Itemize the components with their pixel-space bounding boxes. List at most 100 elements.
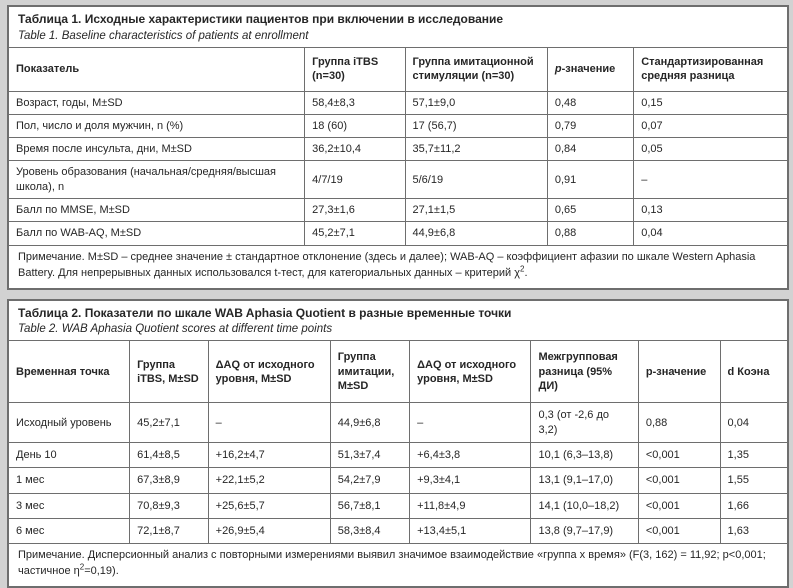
table-row: Возраст, годы, M±SD 58,4±8,3 57,1±9,0 0,… — [9, 90, 787, 115]
note-text: =0,19). — [84, 565, 119, 578]
table-cell: 0,04 — [719, 402, 787, 443]
table-cell: +25,6±5,7 — [207, 492, 331, 519]
table1-header-row: Показатель Группа iTBS (n=30) Группа ими… — [9, 47, 787, 92]
table-row: День 10 61,4±8,5 +16,2±4,7 51,3±7,4 +6,4… — [9, 441, 787, 469]
table1: Показатель Группа iTBS (n=30) Группа ими… — [9, 47, 787, 245]
table-cell: 70,8±9,3 — [129, 492, 209, 519]
column-header-delta-sham: ΔAQ от исходного уровня, M±SD — [409, 341, 532, 404]
table-cell: День 10 — [9, 441, 131, 469]
column-header-indicator: Показатель — [9, 47, 306, 92]
table-row: Балл по MMSE, M±SD 27,3±1,6 27,1±1,5 0,6… — [9, 198, 787, 223]
table-cell: 13,1 (9,1–17,0) — [530, 467, 639, 494]
table-cell: 54,2±7,9 — [329, 467, 411, 494]
table-row: Балл по WAB-AQ, M±SD 45,2±7,1 44,9±6,8 0… — [9, 221, 787, 245]
table-cell: 0,15 — [633, 90, 787, 115]
table-cell: 18 (60) — [304, 113, 406, 139]
table-cell: 1,35 — [719, 441, 787, 469]
table-cell: 0,04 — [633, 221, 787, 245]
p-rest: -значение — [561, 63, 616, 76]
table-cell: +22,1±5,2 — [207, 467, 331, 494]
table-cell: Пол, число и доля мужчин, n (%) — [9, 113, 306, 139]
note-text: Примечание. M±SD – среднее значение ± ст… — [18, 250, 756, 279]
table-cell: Время после инсульта, дни, M±SD — [9, 137, 306, 162]
table-row: Пол, число и доля мужчин, n (%) 18 (60) … — [9, 113, 787, 139]
table-cell: 67,3±8,9 — [129, 467, 209, 494]
table-cell: +16,2±4,7 — [207, 441, 331, 469]
table-cell: 5/6/19 — [404, 160, 548, 200]
table-cell: 27,1±1,5 — [404, 198, 548, 223]
note-text: . — [524, 266, 528, 279]
table-cell: Балл по WAB-AQ, M±SD — [9, 221, 306, 245]
p-italic: p — [554, 63, 562, 76]
table-cell: 4/7/19 — [304, 160, 406, 200]
table-row: 1 мес 67,3±8,9 +22,1±5,2 54,2±7,9 +9,3±4… — [9, 467, 787, 494]
table-cell: +11,8±4,9 — [409, 492, 532, 519]
table-cell: Исходный уровень — [9, 402, 131, 443]
table-cell: 36,2±10,4 — [304, 137, 406, 162]
table-cell: 0,84 — [546, 137, 635, 162]
table-cell: 44,9±6,8 — [329, 402, 411, 443]
table-cell: 44,9±6,8 — [404, 221, 548, 245]
column-header-between-group-diff: Межгрупповая разница (95% ДИ) — [530, 341, 639, 404]
table1-note: Примечание. M±SD – среднее значение ± ст… — [9, 244, 787, 288]
table-cell: 27,3±1,6 — [304, 198, 406, 223]
table-cell: <0,001 — [637, 441, 721, 469]
table-cell: <0,001 — [637, 467, 721, 494]
column-header-p-value: p-значение — [637, 341, 721, 404]
table-cell: 0,3 (от -2,6 до 3,2) — [530, 402, 639, 443]
column-header-itbs-group: Группа iTBS, M±SD — [129, 341, 209, 404]
table-cell: 14,1 (10,0–18,2) — [530, 492, 639, 519]
table-cell: 0,88 — [637, 402, 721, 443]
column-header-sham-group: Группа имитации, M±SD — [329, 341, 411, 404]
note-superscript: 2 — [520, 263, 525, 273]
column-header-smd: Стандартизированная средняя разница — [633, 47, 787, 92]
column-header-cohens-d: d Коэна — [719, 341, 787, 404]
table-cell: 56,7±8,1 — [329, 492, 411, 519]
table-cell: 3 мес — [9, 492, 131, 519]
column-header-sham-group: Группа имитационной стимуляции (n=30) — [404, 47, 548, 92]
table-cell: 17 (56,7) — [404, 113, 548, 139]
table-cell: 45,2±7,1 — [304, 221, 406, 245]
note-text: Примечание. Дисперсионный анализ с повто… — [18, 549, 766, 578]
table-cell: – — [633, 160, 787, 200]
table-cell: 10,1 (6,3–13,8) — [530, 441, 639, 469]
table-cell: Возраст, годы, M±SD — [9, 90, 306, 115]
table1-title-ru: Таблица 1. Исходные характеристики пацие… — [18, 12, 504, 26]
table-cell: 45,2±7,1 — [129, 402, 209, 443]
table-cell: Уровень образования (начальная/средняя/в… — [9, 160, 306, 200]
table-cell: 0,88 — [546, 221, 635, 245]
table1-caption: Таблица 1. Исходные характеристики пацие… — [9, 7, 787, 48]
table-cell: 1 мес — [9, 467, 131, 494]
table2-note: Примечание. Дисперсионный анализ с повто… — [9, 543, 787, 586]
table-cell: 0,79 — [546, 113, 635, 139]
table2-title-en: Table 2. WAB Aphasia Quotient scores at … — [18, 323, 333, 336]
table1-card: Таблица 1. Исходные характеристики пацие… — [7, 5, 789, 290]
table2-title-ru: Таблица 2. Показатели по шкале WAB Aphas… — [18, 305, 512, 320]
table-cell: Балл по MMSE, M±SD — [9, 198, 306, 223]
table-cell: +6,4±3,8 — [409, 441, 532, 469]
table-cell: 58,4±8,3 — [304, 90, 406, 115]
table-cell: 0,65 — [546, 198, 635, 223]
table-cell: 0,91 — [546, 160, 635, 200]
table-cell: 1,55 — [719, 467, 787, 494]
table1-title-en: Table 1. Baseline characteristics of pat… — [18, 29, 309, 42]
table-cell: 0,05 — [633, 137, 787, 162]
table-cell: 1,66 — [719, 492, 787, 519]
table-cell: – — [409, 402, 532, 443]
table-cell: 61,4±8,5 — [129, 441, 209, 469]
table2-caption: Таблица 2. Показатели по шкале WAB Aphas… — [9, 301, 787, 342]
table2: Временная точка Группа iTBS, M±SD ΔAQ от… — [9, 341, 787, 544]
table2-card: Таблица 2. Показатели по шкале WAB Aphas… — [7, 298, 789, 588]
table-row: Время после инсульта, дни, M±SD 36,2±10,… — [9, 137, 787, 162]
column-header-delta-itbs: ΔAQ от исходного уровня, M±SD — [207, 341, 331, 404]
table-cell: <0,001 — [637, 492, 721, 519]
table-cell: 0,07 — [633, 113, 787, 139]
table-row: Уровень образования (начальная/средняя/в… — [9, 160, 787, 200]
table2-header-row: Временная точка Группа iTBS, M±SD ΔAQ от… — [9, 341, 787, 404]
table-cell: 0,48 — [546, 90, 635, 115]
table-cell: 51,3±7,4 — [329, 441, 411, 469]
table-cell: +9,3±4,1 — [409, 467, 532, 494]
column-header-itbs-group: Группа iTBS (n=30) — [304, 47, 406, 92]
table-row: Исходный уровень 45,2±7,1 – 44,9±6,8 – 0… — [9, 402, 787, 443]
column-header-p-value: p-значение — [546, 47, 635, 92]
